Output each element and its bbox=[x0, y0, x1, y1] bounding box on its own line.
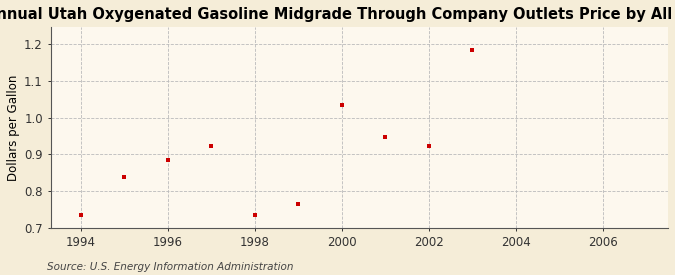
Point bbox=[467, 48, 478, 52]
Point bbox=[250, 213, 261, 218]
Title: Annual Utah Oxygenated Gasoline Midgrade Through Company Outlets Price by All Se: Annual Utah Oxygenated Gasoline Midgrade… bbox=[0, 7, 675, 22]
Point bbox=[380, 134, 391, 139]
Point bbox=[206, 144, 217, 148]
Point bbox=[423, 144, 434, 148]
Point bbox=[76, 213, 86, 218]
Point bbox=[336, 103, 347, 107]
Text: Source: U.S. Energy Information Administration: Source: U.S. Energy Information Administ… bbox=[47, 262, 294, 272]
Point bbox=[293, 202, 304, 207]
Point bbox=[163, 158, 173, 162]
Point bbox=[119, 174, 130, 179]
Y-axis label: Dollars per Gallon: Dollars per Gallon bbox=[7, 75, 20, 181]
